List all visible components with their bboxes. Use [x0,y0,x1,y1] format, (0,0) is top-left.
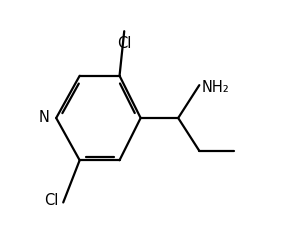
Text: Cl: Cl [44,193,59,208]
Text: Cl: Cl [117,36,132,51]
Text: NH₂: NH₂ [202,80,229,95]
Text: N: N [38,110,49,126]
